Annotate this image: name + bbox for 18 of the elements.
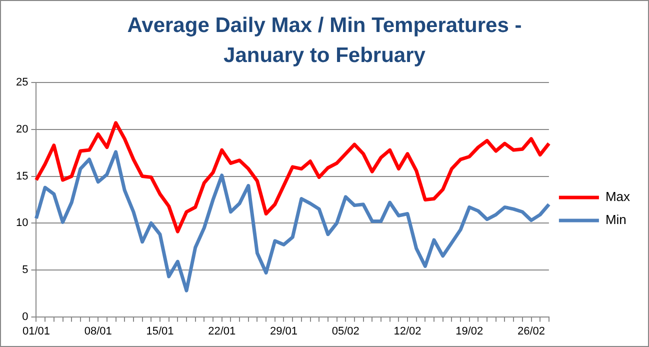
x-tick-label: 26/02 bbox=[517, 325, 546, 338]
y-tick-label: 5 bbox=[22, 264, 28, 276]
y-tick-label: 25 bbox=[16, 76, 28, 89]
y-tick-label: 0 bbox=[22, 310, 28, 323]
y-tick-label: 20 bbox=[16, 123, 28, 136]
chart-title: Average Daily Max / Min Temperatures - January to February bbox=[126, 13, 523, 69]
x-tick-label: 05/02 bbox=[332, 325, 360, 338]
x-tick-label: 15/01 bbox=[146, 325, 174, 338]
legend-label: Max bbox=[605, 189, 630, 204]
y-tick-label: 10 bbox=[16, 217, 28, 230]
x-tick-label: 01/01 bbox=[22, 325, 50, 338]
y-tick-label: 15 bbox=[16, 170, 28, 182]
x-tick-label: 22/01 bbox=[208, 325, 236, 338]
x-tick-label: 29/01 bbox=[270, 325, 298, 338]
x-tick-label: 08/01 bbox=[84, 325, 112, 338]
x-tick-label: 12/02 bbox=[394, 325, 422, 338]
x-tick-label: 19/02 bbox=[456, 325, 484, 338]
legend-label: Min bbox=[605, 212, 626, 228]
